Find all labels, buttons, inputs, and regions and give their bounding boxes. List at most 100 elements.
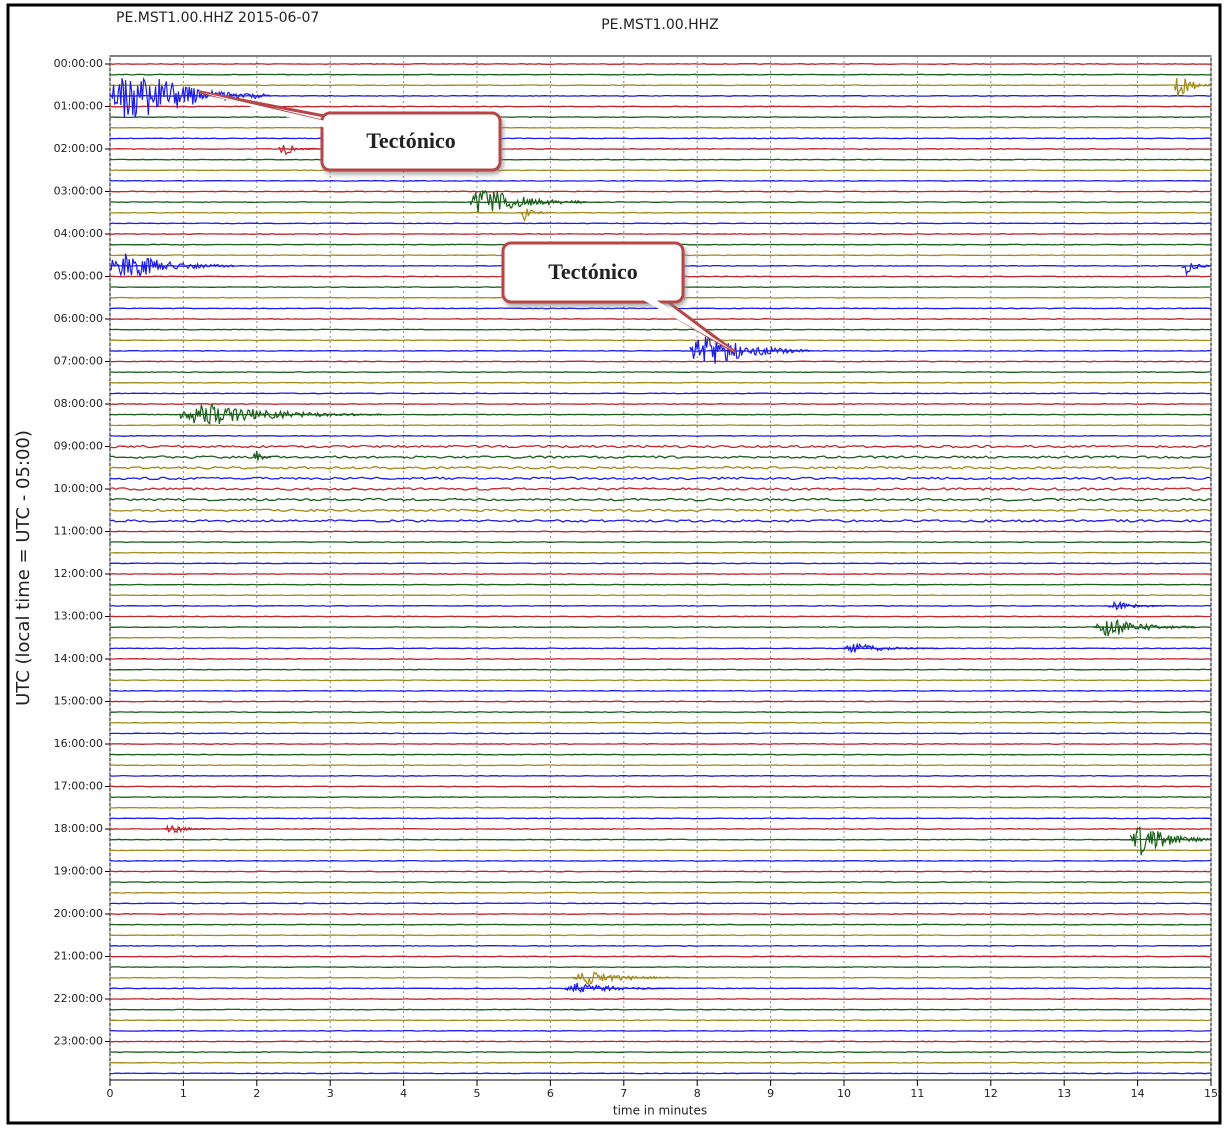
x-tick-label: 5 bbox=[474, 1087, 481, 1100]
trace bbox=[109, 1019, 1212, 1022]
y-axis-label: UTC (local time = UTC - 05:00) bbox=[13, 430, 34, 706]
seismic-event bbox=[1093, 618, 1196, 637]
trace bbox=[109, 551, 1212, 554]
trace bbox=[109, 73, 1212, 76]
trace bbox=[109, 201, 1212, 204]
x-tick-label: 7 bbox=[620, 1087, 627, 1100]
trace bbox=[109, 349, 1212, 352]
trace bbox=[109, 891, 1212, 894]
trace bbox=[109, 455, 1212, 459]
callout-box bbox=[320, 111, 502, 172]
trace bbox=[109, 838, 1212, 841]
seismic-event bbox=[164, 824, 212, 834]
y-tick-label: 23:00:00 bbox=[54, 1035, 103, 1048]
trace bbox=[109, 615, 1211, 618]
x-tick-label: 15 bbox=[1204, 1087, 1218, 1100]
x-tick-label: 3 bbox=[327, 1087, 334, 1100]
trace bbox=[109, 169, 1212, 172]
trace bbox=[109, 541, 1212, 544]
y-tick-label: 04:00:00 bbox=[54, 227, 103, 240]
trace bbox=[109, 849, 1212, 852]
trace bbox=[109, 828, 1212, 830]
seismic-event bbox=[109, 76, 272, 118]
trace bbox=[109, 339, 1212, 342]
seismic-event bbox=[252, 450, 272, 461]
callout-text: Tectónico bbox=[548, 259, 638, 284]
seismic-event bbox=[843, 642, 939, 654]
x-tick-label: 14 bbox=[1131, 1087, 1145, 1100]
x-axis-label: time in minutes bbox=[613, 1104, 707, 1118]
y-tick-label: 16:00:00 bbox=[54, 737, 103, 750]
trace bbox=[109, 530, 1212, 533]
y-tick-label: 11:00:00 bbox=[54, 525, 103, 538]
y-tick-label: 22:00:00 bbox=[54, 992, 103, 1005]
seismic-event bbox=[689, 334, 814, 364]
trace bbox=[109, 403, 1212, 405]
trace bbox=[109, 806, 1212, 809]
seismic-event bbox=[520, 208, 550, 222]
trace bbox=[109, 371, 1211, 374]
trace bbox=[109, 465, 1212, 470]
x-tick-label: 1 bbox=[180, 1087, 187, 1100]
trace bbox=[109, 1040, 1212, 1043]
trace bbox=[109, 647, 1212, 650]
trace bbox=[109, 487, 1212, 491]
x-tick-label: 10 bbox=[837, 1087, 851, 1100]
trace bbox=[109, 998, 1212, 1001]
trace bbox=[109, 626, 1212, 629]
y-tick-label: 20:00:00 bbox=[54, 907, 103, 920]
y-tick-label: 17:00:00 bbox=[54, 780, 103, 793]
trace bbox=[109, 1029, 1212, 1032]
trace bbox=[109, 105, 1211, 108]
x-tick-label: 11 bbox=[910, 1087, 924, 1100]
seismic-event bbox=[109, 253, 234, 278]
trace bbox=[109, 774, 1212, 777]
trace bbox=[109, 658, 1211, 660]
trace bbox=[109, 753, 1212, 756]
seismic-event bbox=[179, 402, 382, 425]
x-tick-label: 13 bbox=[1057, 1087, 1071, 1100]
callout-box bbox=[501, 241, 685, 304]
y-tick-label: 02:00:00 bbox=[54, 142, 103, 155]
trace bbox=[109, 84, 1211, 87]
y-tick-label: 09:00:00 bbox=[54, 440, 103, 453]
x-tick-label: 8 bbox=[694, 1087, 701, 1100]
trace bbox=[109, 1051, 1212, 1054]
trace bbox=[109, 743, 1212, 745]
y-tick-label: 12:00:00 bbox=[54, 567, 103, 580]
trace bbox=[109, 583, 1212, 586]
trace bbox=[109, 126, 1211, 129]
y-tick-label: 06:00:00 bbox=[54, 312, 103, 325]
x-tick-label: 6 bbox=[547, 1087, 554, 1100]
callout-pointer-fill bbox=[636, 296, 735, 352]
trace bbox=[109, 955, 1212, 958]
x-tick-label: 0 bbox=[107, 1087, 114, 1100]
trace bbox=[109, 913, 1212, 915]
y-tick-label: 00:00:00 bbox=[54, 57, 103, 70]
trace bbox=[109, 190, 1212, 193]
callout-text: Tectónico bbox=[366, 128, 456, 153]
trace bbox=[109, 573, 1212, 575]
trace bbox=[109, 497, 1212, 502]
chart-subtitle: PE.MST1.00.HHZ bbox=[601, 17, 719, 33]
trace bbox=[109, 328, 1212, 331]
trace bbox=[109, 519, 1212, 523]
trace bbox=[109, 700, 1212, 703]
trace bbox=[109, 1072, 1212, 1075]
x-tick-label: 4 bbox=[400, 1087, 407, 1100]
callout-pointer-fill bbox=[200, 92, 340, 132]
trace bbox=[109, 116, 1212, 119]
trace bbox=[109, 944, 1212, 947]
trace bbox=[109, 923, 1212, 926]
y-tick-label: 08:00:00 bbox=[54, 397, 103, 410]
trace bbox=[109, 318, 1212, 320]
y-tick-label: 13:00:00 bbox=[54, 610, 103, 623]
plot-area: 0 1 2 3 4 5 6 7 8 9 10 11 12 13 14 1500:00:0001:00:0002… bbox=[54, 55, 1218, 1100]
trace bbox=[109, 636, 1212, 639]
seismic-event bbox=[1173, 77, 1211, 97]
y-tick-label: 21:00:00 bbox=[54, 950, 103, 963]
trace bbox=[109, 158, 1212, 161]
y-tick-label: 15:00:00 bbox=[54, 695, 103, 708]
trace bbox=[109, 444, 1212, 449]
trace bbox=[109, 881, 1212, 884]
